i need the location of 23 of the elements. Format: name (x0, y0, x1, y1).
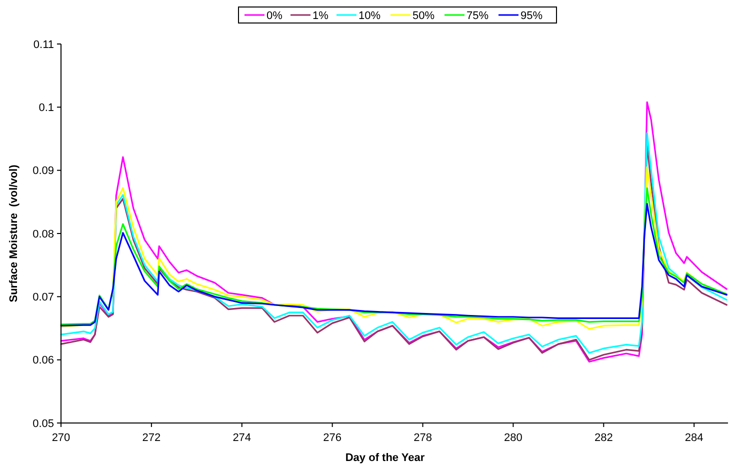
legend-label: 10% (358, 10, 381, 22)
y-tick-label: 0.11 (33, 38, 54, 51)
x-tick-label: 284 (684, 432, 704, 444)
x-tick-label: 282 (594, 432, 613, 444)
y-tick-label: 0.1 (38, 102, 54, 114)
x-tick-label: 276 (323, 432, 342, 444)
y-tick-label: 0.09 (32, 165, 54, 178)
x-tick-label: 272 (142, 432, 161, 444)
x-tick-label: 274 (232, 432, 252, 444)
x-tick-label: 280 (504, 432, 522, 444)
x-axis-title: Day of the Year (345, 452, 426, 464)
legend-label: 95% (520, 10, 543, 22)
legend-label: 1% (312, 10, 329, 22)
x-tick-label: 278 (414, 432, 432, 444)
legend-label: 0% (266, 10, 283, 22)
x-tick-label: 270 (52, 432, 70, 444)
legend-label: 50% (412, 10, 435, 22)
y-tick-label: 0.07 (32, 292, 54, 304)
y-tick-label: 0.08 (32, 228, 54, 240)
y-tick-label: 0.05 (32, 418, 54, 430)
y-tick-label: 0.06 (32, 354, 54, 367)
legend-label: 75% (466, 10, 489, 22)
y-axis-title: Surface Moisture (vol/vol) (8, 164, 20, 302)
